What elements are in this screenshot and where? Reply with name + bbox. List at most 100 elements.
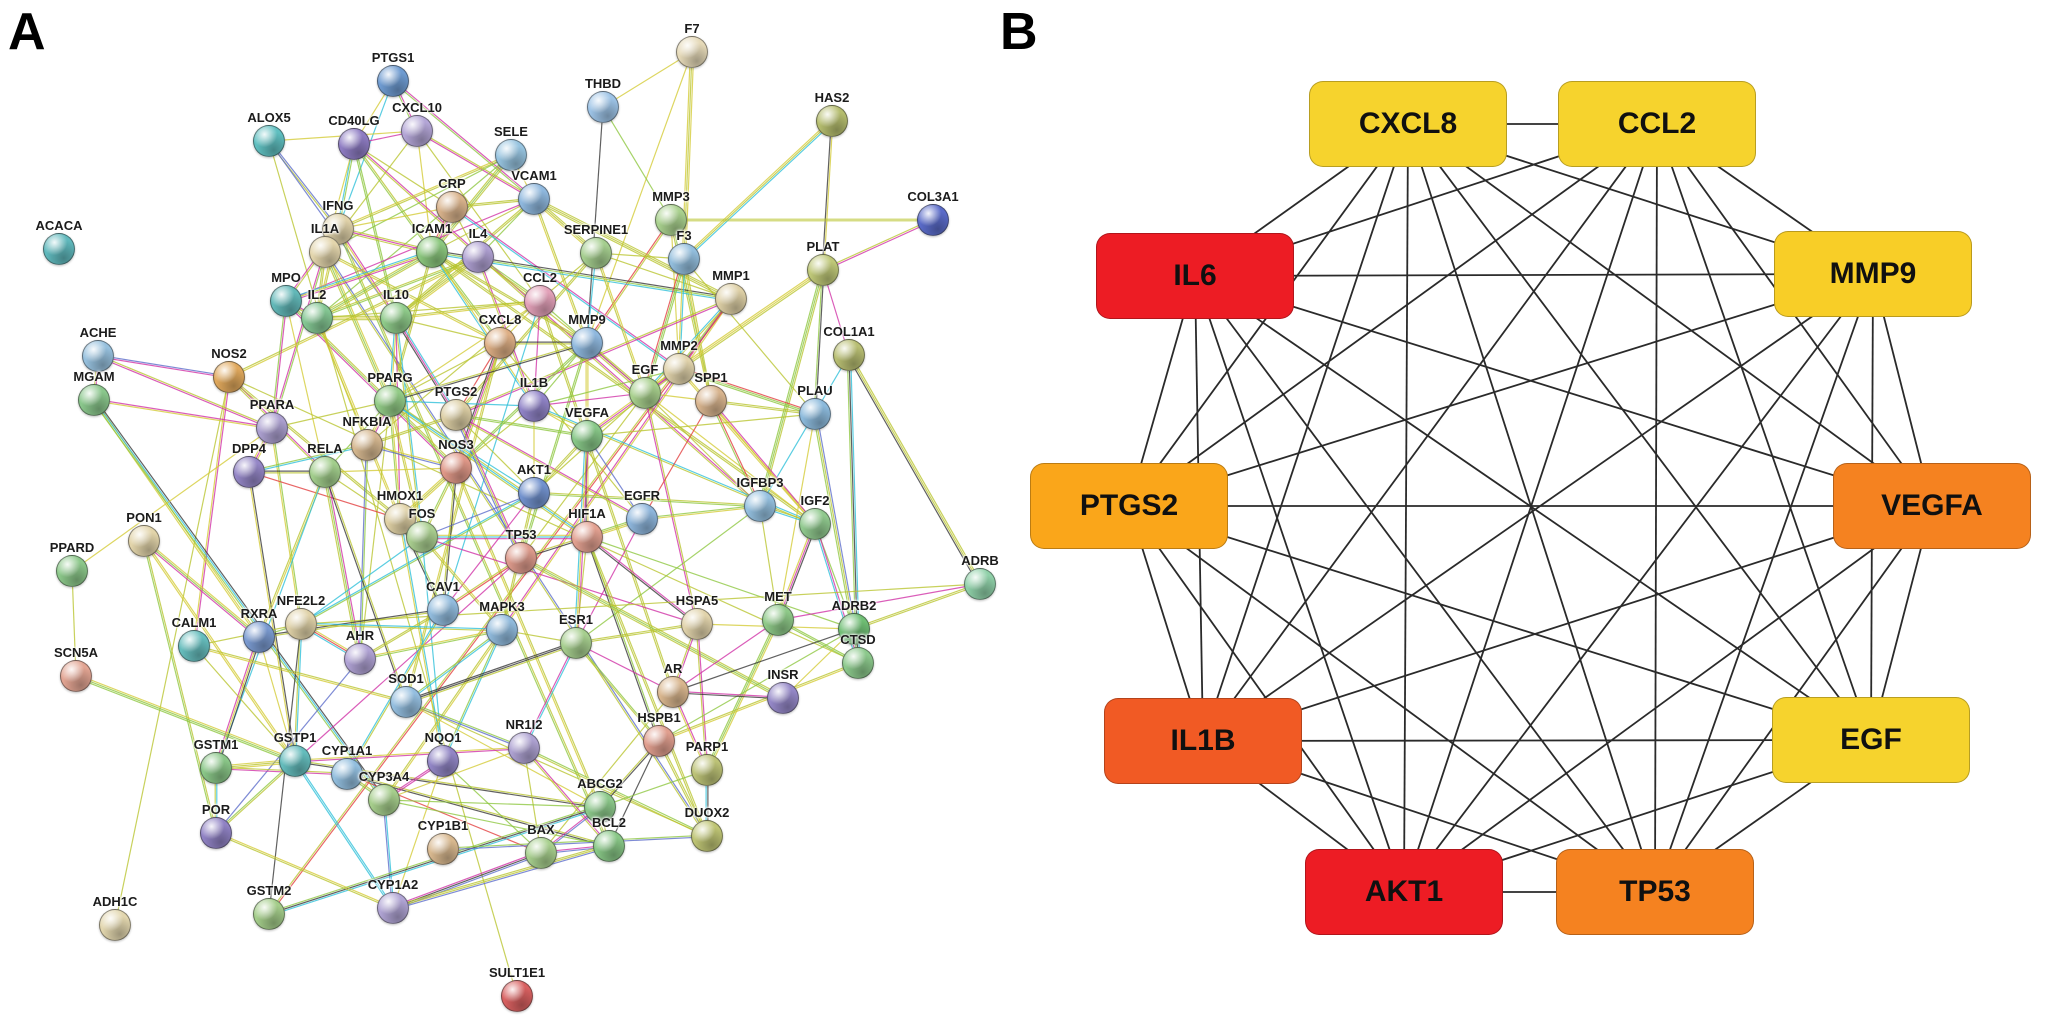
gene-node-ADRB2: ADRB2 [832,598,876,645]
gene-node-SOD1: SOD1 [388,671,424,718]
gene-node-CAV1: CAV1 [426,579,460,626]
gene-label: CCL2 [523,270,557,285]
gene-label: CYP3A4 [358,769,410,784]
gene-label: CRP [438,176,466,191]
gene-label: ABCG2 [577,776,623,791]
gene-node-ABCG2: ABCG2 [577,776,623,823]
gene-node-MMP1: MMP1 [712,268,750,315]
hub-node-MMP9: MMP9 [1774,231,1972,317]
gene-label: CXCL8 [478,312,522,327]
gene-label: CTSD [840,632,876,647]
gene-node-RELA: RELA [307,441,343,488]
gene-label: BAX [527,822,555,837]
gene-node-CTSD: CTSD [840,632,876,679]
gene-label: PON1 [126,510,162,525]
gene-node-TP53: TP53 [505,527,537,574]
gene-label: MMP2 [660,338,698,353]
gene-node-PLAU: PLAU [797,383,833,430]
gene-label: NR1I2 [505,717,543,732]
gene-label: DUOX2 [684,805,730,820]
gene-label: SPP1 [694,370,728,385]
gene-node-IFNG: IFNG [322,198,354,245]
gene-node-ICAM1: ICAM1 [412,221,452,268]
gene-node-PTGS1: PTGS1 [372,50,414,97]
gene-node-NOS2: NOS2 [211,346,247,393]
gene-label: IGF2 [800,493,830,508]
gene-node-VEGFA: VEGFA [565,405,609,452]
gene-node-NFE2L2: NFE2L2 [277,593,325,640]
gene-node-CXCL10: CXCL10 [392,100,442,147]
gene-node-CYP1A1: CYP1A1 [322,743,372,790]
hub-node-CCL2: CCL2 [1558,81,1756,167]
gene-node-PLAT: PLAT [807,239,839,286]
gene-node-EGF: EGF [629,362,661,409]
gene-node-MPO: MPO [270,270,302,317]
gene-label: SULT1E1 [488,965,546,980]
gene-node-SPP1: SPP1 [694,370,728,417]
gene-label: MET [764,589,792,604]
gene-node-AHR: AHR [344,628,376,675]
gene-label: HSPA5 [675,593,719,608]
gene-label: CYP1A2 [367,877,419,892]
gene-node-CRP: CRP [436,176,468,223]
gene-label: RXRA [240,606,278,621]
gene-node-SERPINE1: SERPINE1 [564,222,628,269]
gene-node-COL1A1: COL1A1 [823,324,875,371]
gene-label: HAS2 [814,90,850,105]
gene-node-IL10: IL10 [380,287,412,334]
gene-node-THBD: THBD [585,76,621,123]
gene-label: NFE2L2 [276,593,326,608]
gene-node-ESR1: ESR1 [559,612,593,659]
gene-label: MAPK3 [479,599,525,614]
gene-label: NOS3 [438,437,474,452]
gene-label: ESR1 [559,612,593,627]
gene-label: BCL2 [592,815,626,830]
gene-label: MMP9 [568,312,606,327]
gene-node-AKT1: AKT1 [517,462,551,509]
gene-label: HSPB1 [637,710,681,725]
gene-label: COL3A1 [907,189,959,204]
gene-node-MAPK3: MAPK3 [479,599,525,646]
gene-node-PON1: PON1 [126,510,162,557]
gene-node-IL1B: IL1B [518,375,550,422]
panel-a-label: A [8,3,46,61]
hub-node-AKT1: AKT1 [1305,849,1503,935]
gene-node-CYP3A4: CYP3A4 [359,769,409,816]
gene-label: SOD1 [388,671,424,686]
gene-node-F3: F3 [668,228,700,275]
gene-node-PPARG: PPARG [367,370,413,417]
gene-label: NOS2 [211,346,247,361]
gene-node-IL4: IL4 [462,226,494,273]
panel-b-label: B [1000,3,1038,61]
gene-label: IGFBP3 [736,475,784,490]
gene-label: IL1B [519,375,549,390]
gene-label: IL10 [382,287,410,302]
gene-label: THBD [584,76,622,91]
gene-node-SELE: SELE [494,124,528,171]
gene-node-IL2: IL2 [301,287,333,334]
gene-node-GSTM1: GSTM1 [194,737,238,784]
gene-node-DUOX2: DUOX2 [685,805,729,852]
gene-node-CYP1A2: CYP1A2 [368,877,418,924]
gene-label: CALM1 [171,615,217,630]
gene-node-CYP1B1: CYP1B1 [418,818,468,865]
gene-label: ICAM1 [411,221,453,236]
gene-label: IL1A [310,221,340,236]
gene-node-HSPA5: HSPA5 [676,593,718,640]
gene-node-CD40LG: CD40LG [328,113,380,160]
gene-node-PPARA: PPARA [250,397,294,444]
gene-label: FOS [408,506,436,521]
hub-node-TP53: TP53 [1556,849,1754,935]
gene-label: DPP4 [232,441,266,456]
gene-node-F7: F7 [676,21,708,68]
gene-label: ALOX5 [247,110,291,125]
gene-label: CXCL10 [392,100,442,115]
gene-label: ADRB [961,553,999,568]
gene-label: PPARA [249,397,295,412]
gene-node-INSR: INSR [767,667,799,714]
gene-label: PTGS2 [434,384,478,399]
gene-label: IFNG [322,198,354,213]
gene-node-NQO1: NQO1 [425,730,461,777]
